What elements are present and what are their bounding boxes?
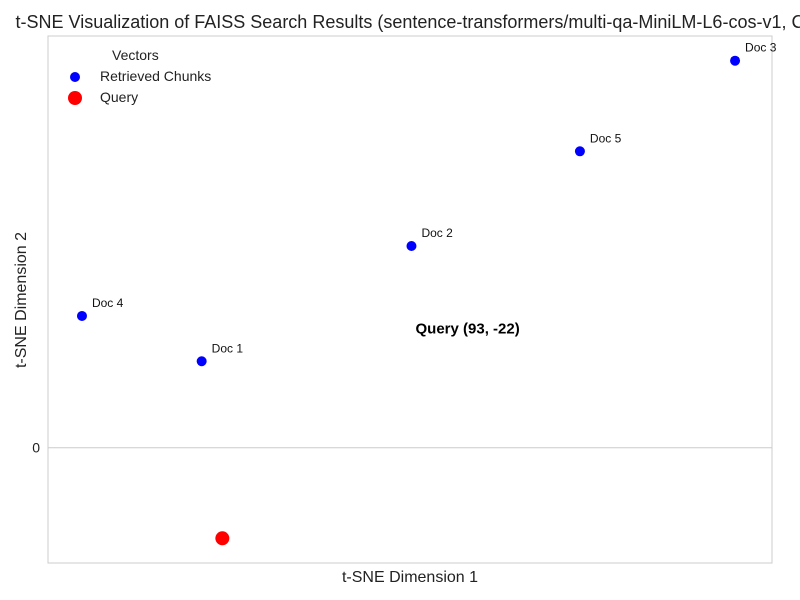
query-annotation: Query (93, -22) [416, 320, 520, 337]
legend: Vectors Retrieved Chunks Query [68, 47, 211, 105]
legend-label-query: Query [100, 89, 138, 105]
chunk-point [730, 55, 741, 66]
point-label: Doc 2 [421, 226, 453, 240]
plot-area: 0 Doc 1 Doc 2 Doc 3 Doc 4 Doc 5 Query (93, -22… [32, 35, 777, 564]
x-axis-label: t-SNE Dimension 1 [342, 569, 478, 586]
y-axis-label: t-SNE Dimension 2 [13, 232, 30, 368]
legend-label-retrieved-chunks: Retrieved Chunks [100, 68, 211, 84]
point-label: Doc 3 [745, 41, 777, 55]
chunk-point [574, 146, 585, 157]
legend-marker-query [68, 91, 82, 105]
chunk-point [196, 356, 207, 367]
point-label: Doc 4 [92, 296, 124, 310]
axes-frame [47, 35, 773, 564]
chunk-point [76, 310, 87, 321]
chunk-point [406, 240, 417, 251]
point-label: Doc 5 [590, 131, 622, 145]
query-point [215, 531, 230, 546]
legend-title: Vectors [112, 47, 159, 63]
point-label: Doc 1 [212, 341, 244, 355]
y-tick-label: 0 [32, 440, 40, 456]
legend-marker-retrieved-chunks [70, 72, 80, 82]
chart-title: t-SNE Visualization of FAISS Search Resu… [16, 12, 800, 32]
